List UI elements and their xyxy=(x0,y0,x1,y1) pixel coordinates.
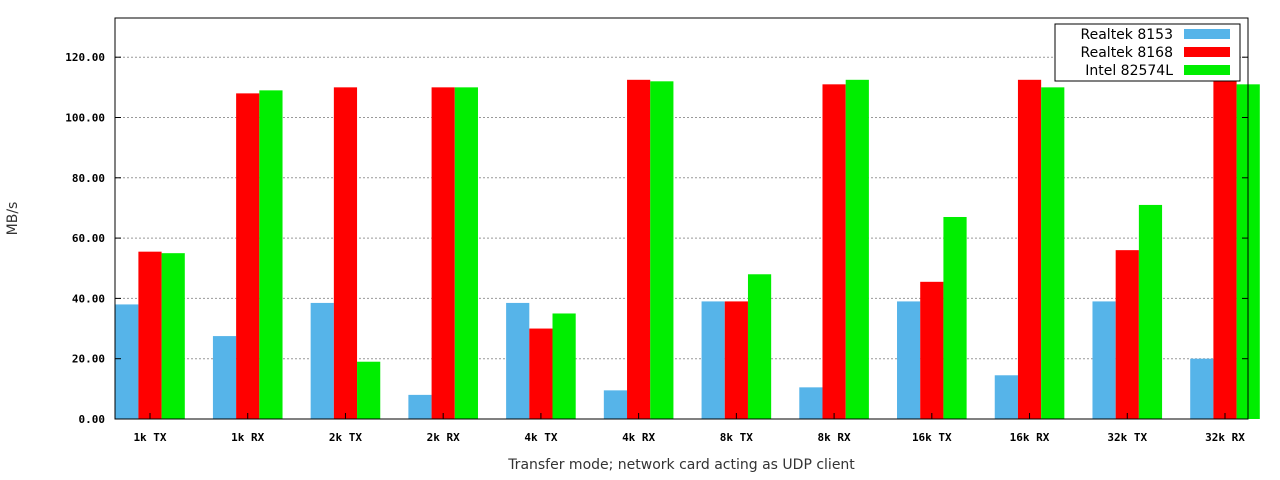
y-tick-label: 60.00 xyxy=(72,232,105,245)
legend-label: Intel 82574L xyxy=(1085,63,1173,79)
x-tick-label: 32k RX xyxy=(1205,431,1245,444)
legend-swatch xyxy=(1184,65,1230,75)
y-tick-label: 120.00 xyxy=(65,51,105,64)
x-tick-label: 1k RX xyxy=(231,431,264,444)
bar-realtek-8168-2k-tx xyxy=(333,87,358,420)
bar-realtek-8153-1k-tx xyxy=(115,304,139,419)
bar-intel-82574l-8k-rx xyxy=(845,79,869,419)
x-tick-label: 32k TX xyxy=(1107,431,1147,444)
bar-realtek-8153-2k-rx xyxy=(408,394,432,419)
legend-swatch xyxy=(1184,29,1230,39)
bar-realtek-8153-32k-rx xyxy=(1190,358,1214,419)
bar-intel-82574l-16k-tx xyxy=(943,216,967,419)
y-tick-label: 20.00 xyxy=(72,353,105,366)
legend: Realtek 8153 Realtek 8168 Intel 82574L xyxy=(1054,23,1241,82)
bar-intel-82574l-8k-tx xyxy=(747,274,772,419)
y-axis-label: MB/s xyxy=(5,202,21,236)
bar-intel-82574l-1k-tx xyxy=(161,253,185,419)
bar-realtek-8153-2k-tx xyxy=(310,302,334,419)
bar-realtek-8153-4k-rx xyxy=(603,390,628,419)
x-tick-label: 16k TX xyxy=(912,431,952,444)
bar-realtek-8168-1k-rx xyxy=(236,93,260,419)
bar-realtek-8153-8k-tx xyxy=(701,301,725,419)
bar-intel-82574l-16k-rx xyxy=(1041,87,1065,420)
bar-realtek-8153-32k-tx xyxy=(1092,301,1116,419)
x-tick-label: 1k TX xyxy=(133,431,166,444)
bar-realtek-8168-16k-tx xyxy=(920,281,944,419)
y-axis-ticks: 0.00 20.00 40.00 60.00 80.00 100.00 120.00 xyxy=(65,51,1248,426)
bar-realtek-8168-32k-tx xyxy=(1115,250,1139,419)
bar-realtek-8153-4k-tx xyxy=(506,302,530,419)
x-tick-label: 2k TX xyxy=(329,431,362,444)
bar-realtek-8153-16k-rx xyxy=(994,375,1018,419)
bar-realtek-8168-2k-rx xyxy=(431,87,455,420)
bar-realtek-8168-16k-rx xyxy=(1017,79,1042,419)
x-axis-ticks: 1k TX 1k RX 2k TX 2k RX 4k TX 4k RX 8k TX 8k RX… xyxy=(133,413,1245,444)
bar-realtek-8153-1k-rx xyxy=(212,336,237,419)
x-tick-label: 8k TX xyxy=(720,431,753,444)
x-tick-label: 2k RX xyxy=(427,431,460,444)
x-axis-label: Transfer mode; network card acting as UD… xyxy=(507,457,855,473)
x-tick-label: 8k RX xyxy=(818,431,851,444)
plot-frame xyxy=(114,17,1249,420)
bar-realtek-8168-1k-tx xyxy=(138,251,162,419)
bars xyxy=(115,79,1260,420)
y-tick-label: 40.00 xyxy=(72,292,105,305)
bar-realtek-8153-8k-rx xyxy=(799,387,823,419)
bar-intel-82574l-4k-rx xyxy=(650,81,674,419)
x-tick-label: 4k RX xyxy=(622,431,655,444)
bar-realtek-8168-4k-rx xyxy=(627,79,651,419)
bar-realtek-8153-16k-tx xyxy=(897,301,921,419)
bar-intel-82574l-1k-rx xyxy=(259,90,283,419)
bar-intel-82574l-4k-tx xyxy=(552,313,576,419)
legend-label: Realtek 8153 xyxy=(1081,27,1173,43)
grid-lines xyxy=(115,56,1248,360)
x-tick-label: 4k TX xyxy=(524,431,557,444)
bar-realtek-8168-32k-rx xyxy=(1213,79,1237,419)
y-tick-label: 100.00 xyxy=(65,111,105,124)
bar-intel-82574l-2k-tx xyxy=(357,361,381,419)
legend-swatch xyxy=(1184,47,1230,57)
bar-realtek-8168-8k-tx xyxy=(724,301,748,419)
bar-realtek-8168-4k-tx xyxy=(529,328,553,419)
legend-label: Realtek 8168 xyxy=(1081,45,1173,61)
x-tick-label: 16k RX xyxy=(1010,431,1050,444)
bar-intel-82574l-2k-rx xyxy=(454,87,478,420)
y-tick-label: 0.00 xyxy=(79,413,106,426)
bar-realtek-8168-8k-rx xyxy=(822,84,846,420)
bar-intel-82574l-32k-tx xyxy=(1138,204,1163,419)
y-tick-label: 80.00 xyxy=(72,172,105,185)
